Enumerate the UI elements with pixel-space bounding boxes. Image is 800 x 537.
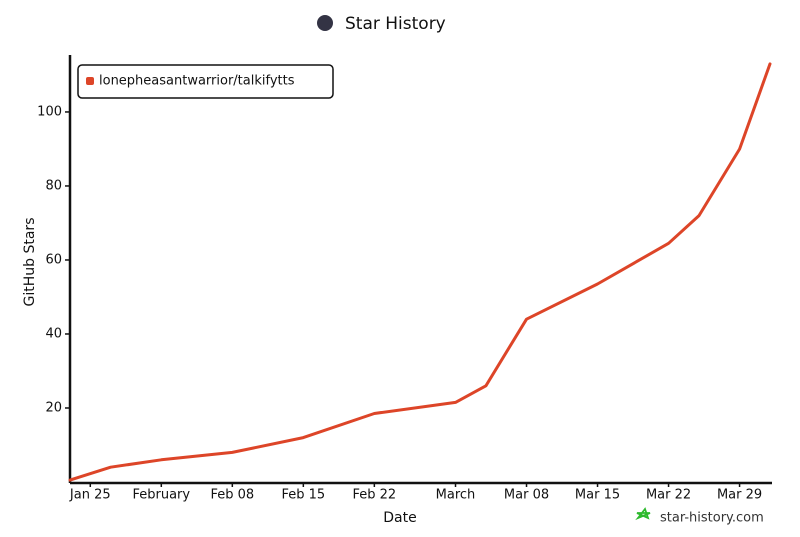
y-tick-label: 40 — [45, 326, 62, 341]
series-line — [68, 62, 772, 482]
x-tick-label: Mar 22 — [646, 488, 691, 503]
x-tick-label: Feb 08 — [210, 488, 254, 503]
y-axis-label: GitHub Stars — [22, 218, 38, 307]
watermark: star-history.com — [660, 511, 764, 526]
x-tick-label: Feb 22 — [352, 488, 396, 503]
x-axis-label: Date — [383, 510, 416, 526]
legend-swatch — [86, 77, 94, 85]
x-tick-label: March — [436, 488, 476, 503]
y-tick-label: 20 — [45, 400, 62, 415]
watermark-icon — [635, 507, 651, 521]
y-tick-label: 60 — [45, 252, 62, 267]
x-tick-label: February — [132, 488, 190, 503]
x-tick-label: Mar 08 — [504, 488, 549, 503]
y-tick-label: 80 — [45, 178, 62, 193]
legend-label: lonepheasantwarrior/talkifytts — [99, 74, 295, 89]
x-tick-label: Feb 15 — [281, 488, 325, 503]
avatar — [317, 15, 333, 31]
x-tick-label: Mar 29 — [717, 488, 762, 503]
x-tick-label: Mar 15 — [575, 488, 620, 503]
x-tick-label: Jan 25 — [69, 488, 111, 503]
legend — [77, 64, 334, 99]
chart-title: Star History — [345, 14, 446, 34]
y-tick-label: 100 — [37, 104, 62, 119]
